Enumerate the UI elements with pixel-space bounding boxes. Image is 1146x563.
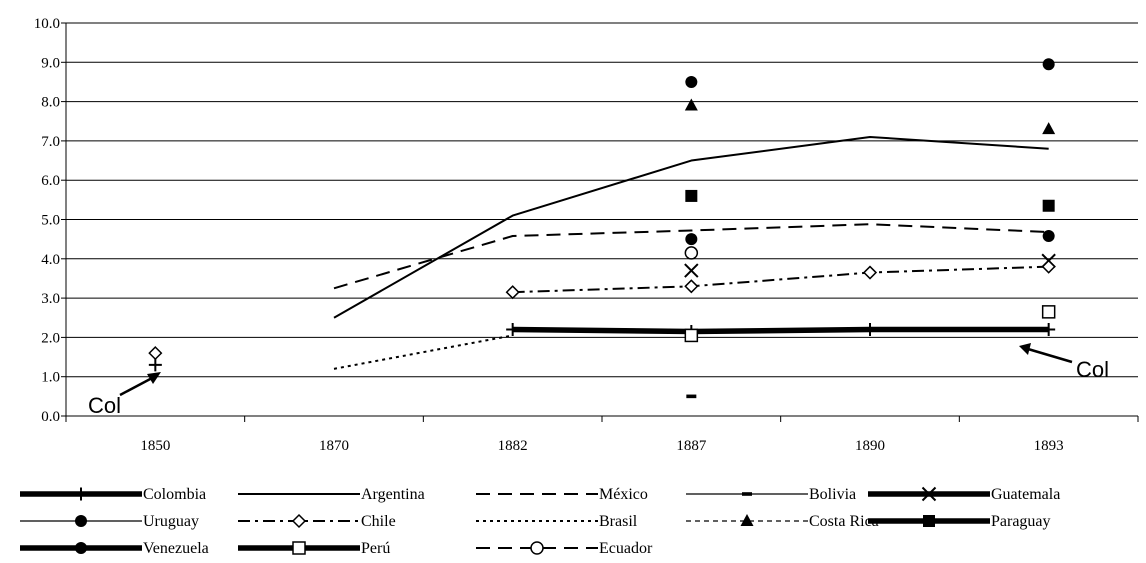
x-tick-label: 1882 xyxy=(498,438,528,454)
series-line-colombia xyxy=(512,326,1049,335)
y-tick-label: 10.0 xyxy=(34,16,60,32)
y-tick-label: 8.0 xyxy=(41,95,60,111)
point-paraguay-1893 xyxy=(1042,199,1055,212)
annotation-arrow-left xyxy=(119,375,155,397)
point-colombia-1850 xyxy=(148,358,162,372)
legend: Colombia Argentina México Bolivia Guatemala U… xyxy=(20,486,1060,557)
legend-marker-venezuela xyxy=(75,542,87,554)
legend-marker-guatemala xyxy=(921,486,937,502)
series-line-mexico xyxy=(333,223,1049,290)
legend-label-colombia: Colombia xyxy=(143,486,206,503)
legend-label-chile: Chile xyxy=(361,513,396,530)
annotation-arrow-right xyxy=(1027,347,1073,364)
point-colombia-1882 xyxy=(506,323,520,337)
annotations: Col Col xyxy=(88,343,1109,418)
legend-marker-chile xyxy=(291,513,307,529)
legend-label-guatemala: Guatemala xyxy=(991,486,1060,503)
x-tick-label: 1887 xyxy=(676,438,707,454)
grid-lines xyxy=(66,22,1138,417)
legend-label-ecuador: Ecuador xyxy=(599,540,653,557)
annotation-col-right: Col xyxy=(1076,357,1109,382)
point-uruguay-1887 xyxy=(685,75,698,88)
point-uruguay-1893 xyxy=(1042,58,1055,71)
series-line-brasil xyxy=(333,334,513,370)
legend-marker-paraguay xyxy=(923,515,935,527)
legend-label-uruguay: Uruguay xyxy=(143,513,199,530)
x-tick-label: 1870 xyxy=(319,438,349,454)
legend-marker-ecuador xyxy=(530,541,544,555)
point-peru-1893 xyxy=(1041,305,1056,319)
legend-label-venezuela: Venezuela xyxy=(143,540,209,557)
annotation-col-left: Col xyxy=(88,393,121,418)
y-tick-label: 1.0 xyxy=(41,370,60,386)
y-tick-label: 6.0 xyxy=(41,173,60,189)
point-chile-1887 xyxy=(684,279,699,294)
series-layer xyxy=(148,58,1056,399)
x-tick-label: 1890 xyxy=(855,438,885,454)
legend-label-costa-rica: Costa Rica xyxy=(809,513,879,530)
legend-marker-peru xyxy=(292,541,306,555)
legend-marker-bolivia xyxy=(742,492,752,496)
point-chile-1890 xyxy=(862,265,878,280)
point-colombia-1890 xyxy=(863,323,877,337)
point-chile-1893 xyxy=(1041,259,1056,274)
point-venezuela-1887 xyxy=(685,233,698,246)
point-peru-1887 xyxy=(684,328,699,343)
annotation-arrowhead-left xyxy=(147,372,161,384)
y-tick-label: 5.0 xyxy=(41,213,60,229)
legend-label-argentina: Argentina xyxy=(361,486,425,503)
point-costa-rica-1887 xyxy=(684,98,698,111)
axes: 0.0 1.0 2.0 3.0 4.0 5.0 6.0 7.0 8.0 9.0 10.0 1850 18… xyxy=(34,16,1139,454)
point-chile-1882 xyxy=(505,285,520,300)
legend-marker-uruguay xyxy=(75,515,87,527)
point-bolivia-1887 xyxy=(686,394,697,399)
y-tick-label: 9.0 xyxy=(41,55,60,71)
series-line-chile xyxy=(512,265,1049,294)
point-costa-rica-1893 xyxy=(1042,122,1056,135)
legend-marker-costa-rica xyxy=(740,514,754,526)
point-paraguay-1887 xyxy=(685,189,698,202)
legend-label-mexico: México xyxy=(599,486,648,503)
y-tick-label: 7.0 xyxy=(41,134,60,150)
y-tick-label: 3.0 xyxy=(41,291,60,307)
point-guatemala-1887 xyxy=(684,263,699,278)
y-tick-label: 0.0 xyxy=(41,409,60,425)
point-colombia-1893 xyxy=(1042,323,1056,337)
annotation-arrowhead-right xyxy=(1019,343,1031,355)
x-tick-label: 1893 xyxy=(1034,438,1064,454)
legend-label-peru: Perú xyxy=(361,540,390,557)
series-line-argentina xyxy=(333,135,1049,319)
x-tick-label: 1850 xyxy=(140,438,170,454)
legend-marker-colombia xyxy=(74,487,88,501)
y-tick-label: 4.0 xyxy=(41,252,60,268)
point-venezuela-1893 xyxy=(1042,230,1055,243)
point-chile-1850 xyxy=(148,346,163,361)
legend-label-brasil: Brasil xyxy=(599,513,638,530)
legend-label-bolivia: Bolivia xyxy=(809,486,856,503)
y-tick-label: 2.0 xyxy=(41,330,60,346)
point-ecuador-1887 xyxy=(684,246,699,260)
legend-label-paraguay: Paraguay xyxy=(991,513,1051,530)
